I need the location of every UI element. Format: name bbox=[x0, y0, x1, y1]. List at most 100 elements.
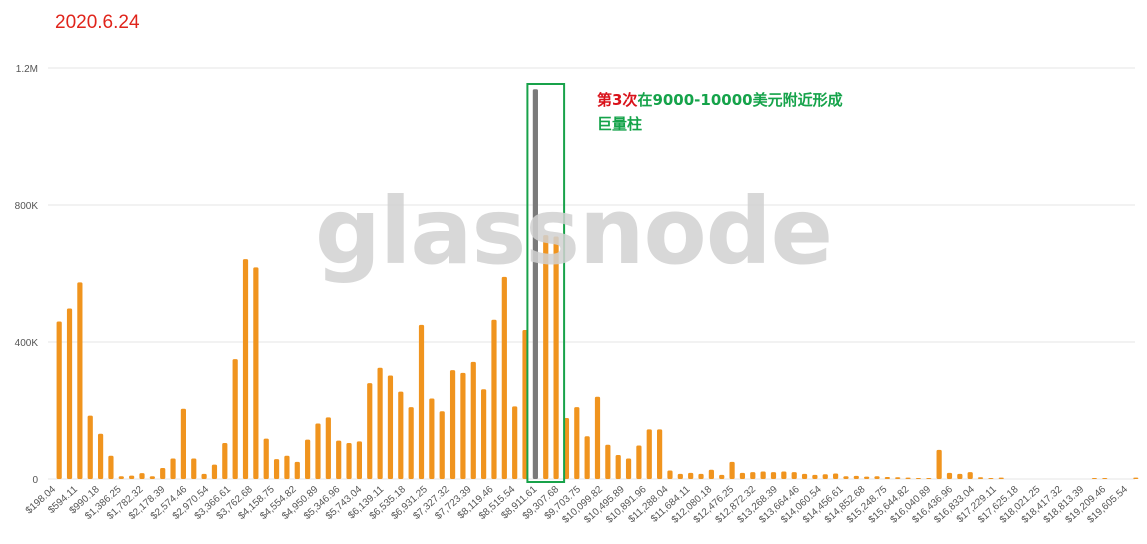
bar bbox=[791, 472, 797, 479]
bar bbox=[242, 259, 249, 479]
bar bbox=[481, 389, 487, 479]
bar bbox=[56, 321, 62, 479]
bar bbox=[760, 471, 766, 479]
bar bbox=[294, 461, 300, 480]
bar bbox=[501, 276, 507, 479]
bar bbox=[657, 429, 663, 479]
bar bbox=[398, 391, 404, 479]
x-axis-ticks: $198.04$594.11$990.18$1,386.25$1,782.32$… bbox=[24, 484, 1131, 526]
bar bbox=[346, 443, 352, 479]
bar bbox=[77, 282, 83, 479]
annotation-line1: 在9000-10000美元附近形成 bbox=[637, 91, 843, 109]
bar bbox=[532, 89, 538, 480]
bar bbox=[87, 415, 93, 479]
bar bbox=[232, 359, 238, 480]
grid-lines bbox=[48, 67, 1135, 480]
bar bbox=[884, 476, 890, 479]
y-tick-label: 400K bbox=[15, 338, 39, 349]
bar bbox=[864, 476, 870, 479]
bar bbox=[594, 396, 601, 479]
bar bbox=[273, 459, 280, 479]
bar bbox=[977, 477, 984, 479]
bar bbox=[957, 473, 963, 479]
bar bbox=[449, 370, 456, 479]
bar bbox=[905, 477, 911, 479]
bar bbox=[418, 324, 425, 480]
bar bbox=[491, 319, 497, 479]
bar bbox=[926, 477, 932, 479]
bar bbox=[387, 375, 394, 479]
bar bbox=[822, 474, 828, 479]
annotation-prefix: 第3次 bbox=[597, 91, 638, 109]
bar bbox=[118, 476, 124, 479]
bar bbox=[708, 469, 714, 479]
bar bbox=[625, 458, 632, 479]
bar bbox=[946, 472, 953, 479]
bar bbox=[522, 330, 528, 479]
bar bbox=[739, 472, 746, 479]
bar bbox=[853, 475, 859, 479]
bar bbox=[139, 473, 145, 479]
bar bbox=[325, 417, 331, 479]
highlight-box bbox=[526, 83, 566, 483]
bar bbox=[170, 458, 176, 479]
bar bbox=[667, 470, 673, 479]
bar bbox=[1091, 477, 1098, 479]
bar bbox=[646, 429, 652, 479]
bar bbox=[1133, 477, 1139, 479]
bar bbox=[874, 476, 880, 479]
bar bbox=[377, 367, 383, 479]
bar bbox=[211, 464, 218, 479]
bar bbox=[66, 308, 73, 479]
bar bbox=[801, 473, 808, 479]
bar bbox=[201, 473, 207, 479]
bar bbox=[408, 407, 414, 479]
bar bbox=[284, 455, 290, 479]
bar bbox=[180, 408, 186, 479]
bar bbox=[1102, 477, 1108, 479]
bar bbox=[895, 477, 901, 479]
bar bbox=[149, 476, 155, 479]
annotation: 第3次在9000-10000美元附近形成 巨量柱 bbox=[597, 88, 843, 136]
bar bbox=[191, 458, 197, 479]
bar bbox=[605, 444, 611, 479]
bar bbox=[698, 473, 704, 479]
date-label: 2020.6.24 bbox=[55, 12, 140, 33]
bar bbox=[574, 407, 580, 479]
bar bbox=[812, 474, 818, 479]
bar bbox=[315, 423, 321, 479]
bar bbox=[305, 439, 311, 479]
bar bbox=[998, 477, 1004, 479]
y-tick-label: 0 bbox=[32, 475, 38, 486]
bar bbox=[222, 443, 228, 479]
bar bbox=[584, 436, 590, 479]
bar bbox=[636, 445, 642, 479]
bar bbox=[108, 455, 114, 479]
bar bbox=[460, 372, 466, 479]
bar bbox=[833, 473, 839, 479]
bar bbox=[781, 471, 787, 479]
bar bbox=[367, 383, 373, 479]
bar bbox=[615, 455, 621, 479]
bar bbox=[553, 236, 559, 479]
bar bbox=[729, 461, 735, 480]
bar bbox=[677, 473, 683, 479]
bar bbox=[936, 449, 942, 479]
bar bbox=[263, 438, 269, 479]
bar bbox=[915, 477, 922, 479]
bar bbox=[988, 477, 994, 479]
bar bbox=[160, 468, 166, 479]
bar bbox=[129, 475, 135, 479]
y-tick-label: 800K bbox=[15, 201, 39, 212]
bar bbox=[97, 433, 104, 479]
bar bbox=[429, 398, 435, 479]
bar bbox=[356, 441, 362, 479]
y-tick-label: 1.2M bbox=[16, 64, 38, 75]
bar bbox=[843, 476, 849, 479]
bar bbox=[967, 472, 973, 479]
annotation-line2: 巨量柱 bbox=[597, 115, 643, 133]
bar bbox=[253, 267, 259, 479]
bar bbox=[563, 418, 570, 479]
bar bbox=[470, 361, 476, 479]
